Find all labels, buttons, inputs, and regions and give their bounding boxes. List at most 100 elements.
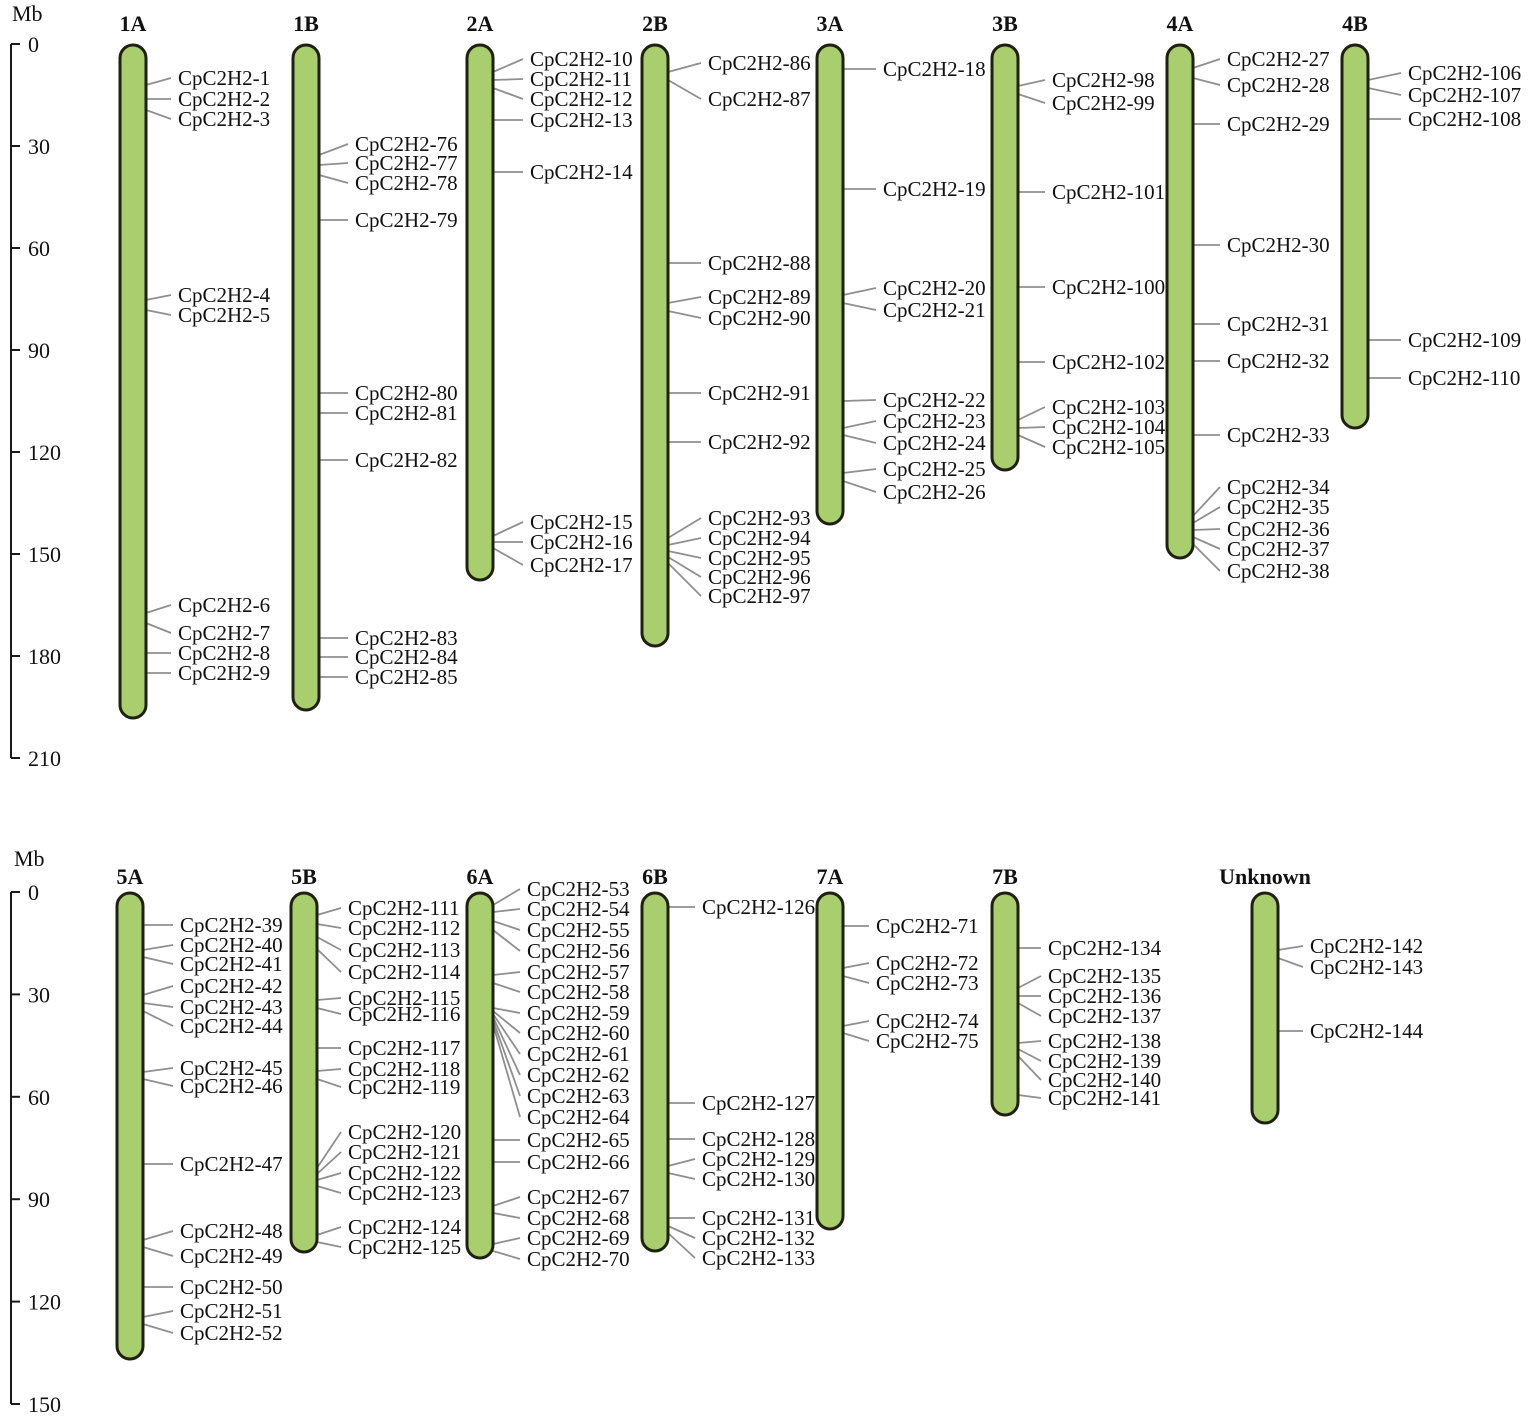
gene-connector [842, 434, 877, 444]
axis-tick-label: 90 [28, 338, 50, 363]
gene-label: CpC2H2-123 [348, 1181, 461, 1205]
gene-label: CpC2H2-134 [1048, 936, 1162, 960]
gene-connector [667, 1225, 696, 1239]
gene-label: CpC2H2-53 [527, 877, 630, 901]
gene-connector [1367, 87, 1402, 96]
gene-label: CpC2H2-126 [702, 895, 815, 919]
gene-label: CpC2H2-64 [527, 1105, 630, 1129]
gene-connector [142, 1010, 174, 1027]
chromosome-6B [640, 891, 670, 1253]
gene-label: CpC2H2-109 [1408, 328, 1521, 352]
gene-label: CpC2H2-5 [178, 303, 270, 327]
axis-unit-label: Mb [14, 846, 45, 871]
gene-connector [492, 1007, 521, 1014]
chromosome-title-3B: 3B [992, 11, 1018, 36]
chromosome-title-3A: 3A [817, 11, 844, 36]
gene-connector [492, 547, 524, 566]
gene-label: CpC2H2-50 [180, 1275, 283, 1299]
panel-bottom: Mb03060901201505ACpC2H2-39CpC2H2-40CpC2H… [10, 846, 1424, 1417]
gene-connector [142, 956, 174, 965]
gene-label: CpC2H2-115 [348, 986, 460, 1010]
gene-label: CpC2H2-36 [1227, 517, 1330, 541]
gene-label: CpC2H2-59 [527, 1001, 630, 1025]
chromosome-2B [640, 43, 670, 648]
gene-label: CpC2H2-27 [1227, 47, 1330, 71]
gene-label: CpC2H2-78 [355, 171, 458, 195]
gene-label: CpC2H2-81 [355, 401, 458, 425]
axis-tick-label: 60 [28, 236, 50, 261]
gene-connector [318, 143, 349, 156]
gene-label: CpC2H2-21 [883, 298, 986, 322]
gene-connector [667, 537, 702, 546]
gene-label: CpC2H2-54 [527, 897, 630, 921]
gene-label: CpC2H2-46 [180, 1074, 283, 1098]
gene-connector [316, 907, 342, 916]
gene-connector [145, 294, 172, 301]
gene-label: CpC2H2-112 [348, 916, 460, 940]
gene-connector [316, 1172, 342, 1181]
gene-connector [142, 1078, 174, 1087]
gene-connector [667, 296, 702, 304]
gene-label: CpC2H2-48 [180, 1219, 283, 1243]
chromosome-title-4B: 4B [1342, 11, 1368, 36]
gene-label: CpC2H2-91 [708, 381, 811, 405]
gene-label: CpC2H2-12 [530, 87, 633, 111]
gene-label: CpC2H2-99 [1052, 91, 1155, 115]
gene-connector [142, 1230, 174, 1241]
gene-connector [1017, 434, 1046, 448]
gene-label: CpC2H2-128 [702, 1127, 815, 1151]
gene-label: CpC2H2-60 [527, 1021, 630, 1045]
gene-label: CpC2H2-44 [180, 1014, 283, 1038]
chromosome-4A [1165, 43, 1195, 560]
gene-label: CpC2H2-33 [1227, 423, 1330, 447]
gene-label: CpC2H2-96 [708, 565, 811, 589]
gene-label: CpC2H2-125 [348, 1235, 461, 1259]
gene-label: CpC2H2-143 [1310, 955, 1423, 979]
gene-connector [492, 78, 524, 81]
gene-label: CpC2H2-116 [348, 1002, 460, 1026]
axis-tick-label: 180 [28, 644, 61, 669]
gene-connector [142, 985, 174, 996]
gene-label: CpC2H2-89 [708, 285, 811, 309]
gene-label: CpC2H2-124 [348, 1215, 462, 1239]
gene-label: CpC2H2-49 [180, 1244, 283, 1268]
chromosome-1B [291, 43, 321, 712]
axis-tick-label: 150 [28, 542, 61, 567]
gene-label: CpC2H2-101 [1052, 180, 1165, 204]
gene-label: CpC2H2-106 [1408, 61, 1521, 85]
gene-connector [842, 1020, 870, 1027]
gene-connector [1192, 77, 1221, 86]
chromosome-5B [289, 891, 319, 1254]
gene-label: CpC2H2-69 [527, 1226, 630, 1250]
gene-label: CpC2H2-66 [527, 1150, 630, 1174]
gene-label: CpC2H2-133 [702, 1246, 815, 1270]
gene-connector [492, 1023, 521, 1118]
chromosome-title-4A: 4A [1167, 11, 1194, 36]
gene-label: CpC2H2-142 [1310, 934, 1423, 958]
gene-label: CpC2H2-95 [708, 546, 811, 570]
chromosome-5A [115, 891, 145, 1361]
gene-label: CpC2H2-110 [1408, 366, 1520, 390]
gene-label: CpC2H2-131 [702, 1206, 815, 1230]
gene-connector [316, 936, 342, 951]
gene-label: CpC2H2-2 [178, 87, 270, 111]
gene-connector [316, 1007, 342, 1015]
gene-label: CpC2H2-3 [178, 107, 270, 131]
gene-label: CpC2H2-113 [348, 938, 460, 962]
gene-connector [316, 1078, 342, 1088]
gene-connector [1192, 506, 1221, 524]
axis-tick-label: 60 [28, 1085, 50, 1110]
axis-tick-label: 30 [28, 982, 50, 1007]
gene-connector [142, 1310, 174, 1318]
gene-label: CpC2H2-20 [883, 276, 986, 300]
gene-label: CpC2H2-129 [702, 1147, 815, 1171]
gene-label: CpC2H2-13 [530, 108, 633, 132]
chromosome-title-1A: 1A [120, 11, 147, 36]
gene-connector [492, 1250, 521, 1260]
gene-label: CpC2H2-15 [530, 510, 633, 534]
gene-label: CpC2H2-135 [1048, 964, 1161, 988]
gene-label: CpC2H2-29 [1227, 112, 1330, 136]
gene-connector [842, 480, 877, 493]
